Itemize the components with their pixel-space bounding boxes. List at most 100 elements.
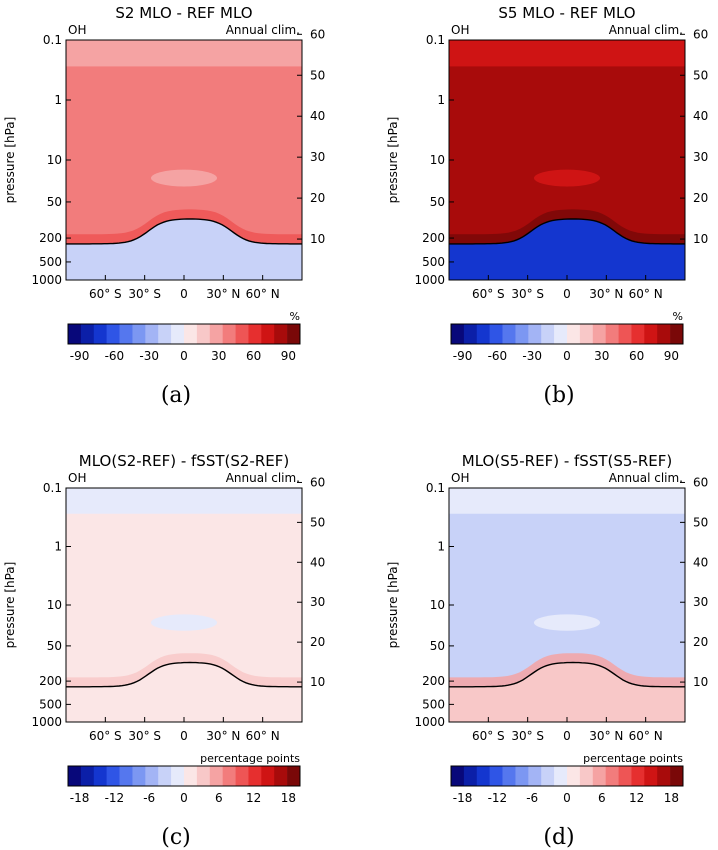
- y-tick-label: 10: [430, 598, 445, 612]
- colorbar-swatch: [631, 766, 645, 786]
- colorbar-swatch: [554, 324, 568, 344]
- colorbar-swatch: [132, 324, 146, 344]
- tropopause-line: [66, 218, 302, 245]
- colorbar-tick-label: -6: [526, 791, 538, 805]
- colorbar-tick-label: 30: [211, 349, 226, 363]
- colorbar-swatch: [579, 766, 594, 786]
- field-mid-blob: [533, 169, 601, 187]
- y2-tick-label: 60: [693, 27, 708, 41]
- x-tick-label: 60° S: [89, 287, 122, 301]
- colorbar-swatch: [554, 766, 568, 786]
- colorbar-swatch: [235, 324, 249, 344]
- colorbar-swatch: [287, 766, 301, 786]
- chart-title: S2 MLO - REF MLO: [115, 4, 252, 22]
- y-tick-label: 1: [437, 93, 445, 107]
- colorbar-swatch: [93, 766, 107, 786]
- y-tick-label: 1: [54, 540, 62, 554]
- colorbar-tick-label: -90: [70, 349, 90, 363]
- field-upper-band: [449, 488, 685, 514]
- field-troposphere: [449, 219, 685, 280]
- colorbar-swatch: [106, 324, 120, 344]
- colorbar-tick-label: 0: [180, 349, 188, 363]
- colorbar-swatch: [451, 766, 465, 786]
- field-troposphere: [66, 219, 302, 280]
- chart-panel-4: MLO(S5-REF) - fSST(S5-REF)OH Annual clim.…: [386, 452, 708, 850]
- chart-title: MLO(S2-REF) - fSST(S2-REF): [79, 452, 289, 470]
- chart-panel-2: S5 MLO - REF MLO OH Annual clim. 0.1 1 10 50 20…: [386, 4, 708, 408]
- y-axis-label: pressure [hPa]: [3, 562, 17, 649]
- colorbar-swatch: [644, 766, 658, 786]
- colorbar-swatch: [528, 324, 542, 344]
- tropopause-line: [66, 661, 302, 688]
- colorbar-swatch: [119, 766, 133, 786]
- chart-title: S5 MLO - REF MLO: [498, 4, 635, 22]
- colorbar-swatch: [248, 766, 262, 786]
- colorbar-tick-label: -60: [105, 349, 125, 363]
- field-lower-strat-band: [66, 209, 302, 244]
- y-tick-label: 50: [47, 639, 62, 653]
- field-lower-strat-band: [449, 209, 685, 244]
- colorbar-tick-label: 12: [246, 791, 261, 805]
- y-tick-label: 1000: [31, 273, 62, 287]
- colorbar-swatch: [119, 324, 133, 344]
- field-lower-strat-band: [449, 653, 685, 687]
- y-tick-label: 50: [47, 195, 62, 209]
- x-tick-label: 30° N: [589, 729, 623, 743]
- x-tick-label: 0: [180, 287, 188, 301]
- colorbar-swatch: [592, 766, 606, 786]
- colorbar-tick-label: 6: [598, 791, 606, 805]
- colorbar-swatch: [106, 766, 120, 786]
- x-tick-label: 60° S: [472, 287, 505, 301]
- y-tick-label: 500: [422, 255, 445, 269]
- colorbar-tick-label: 0: [563, 349, 571, 363]
- colorbar-tick-label: 0: [180, 791, 188, 805]
- colorbar-swatch: [145, 766, 159, 786]
- species-label: OH: [451, 471, 469, 485]
- y-tick-label: 200: [39, 231, 62, 245]
- colorbar-swatch: [68, 324, 82, 344]
- y-tick-label: 0.1: [426, 33, 445, 47]
- colorbar-swatch: [145, 324, 159, 344]
- y-tick-label: 0.1: [43, 481, 62, 495]
- colorbar-swatch: [209, 324, 223, 344]
- panel-label: (a): [161, 383, 191, 408]
- y2-tick-label: 40: [693, 555, 708, 569]
- x-tick-label: 60° S: [89, 729, 122, 743]
- field-upper-band: [66, 488, 302, 514]
- period-label: Annual clim.: [226, 23, 300, 37]
- colorbar-swatch: [274, 766, 288, 786]
- panel-label: (d): [543, 825, 574, 850]
- y-tick-label: 200: [39, 674, 62, 688]
- colorbar-swatch: [158, 324, 172, 344]
- field-mid-blob: [150, 614, 218, 631]
- colorbar-tick-label: 0: [563, 791, 571, 805]
- y2-tick-label: 50: [693, 515, 708, 529]
- y-tick-label: 500: [422, 697, 445, 711]
- colorbar-swatch: [184, 324, 198, 344]
- y-tick-label: 50: [430, 195, 445, 209]
- y-tick-label: 1: [54, 93, 62, 107]
- field-mid-blob: [533, 614, 601, 631]
- colorbar-tick-label: -12: [488, 791, 508, 805]
- colorbar-swatch: [93, 324, 107, 344]
- colorbar-swatch: [502, 766, 516, 786]
- chart-panel-3: MLO(S2-REF) - fSST(S2-REF)OH Annual clim.…: [3, 452, 325, 850]
- y2-tick-label: 30: [310, 595, 325, 609]
- colorbar-swatch: [463, 766, 478, 786]
- colorbar-swatch: [261, 324, 275, 344]
- colorbar-frame: [450, 765, 684, 787]
- period-label: Annual clim.: [226, 471, 300, 485]
- tropopause-line: [449, 661, 685, 688]
- colorbar-frame: [67, 323, 301, 345]
- panel-label: (b): [543, 383, 574, 408]
- y2-tick-label: 20: [310, 191, 325, 205]
- colorbar-swatch: [476, 766, 490, 786]
- field-upper-band: [449, 40, 685, 67]
- colorbar-swatch: [579, 324, 594, 344]
- x-tick-label: 60° S: [472, 729, 505, 743]
- x-tick-label: 60° N: [246, 287, 280, 301]
- colorbar-swatch: [80, 766, 95, 786]
- y2-tick-label: 10: [693, 232, 708, 246]
- y2-tick-label: 40: [693, 109, 708, 123]
